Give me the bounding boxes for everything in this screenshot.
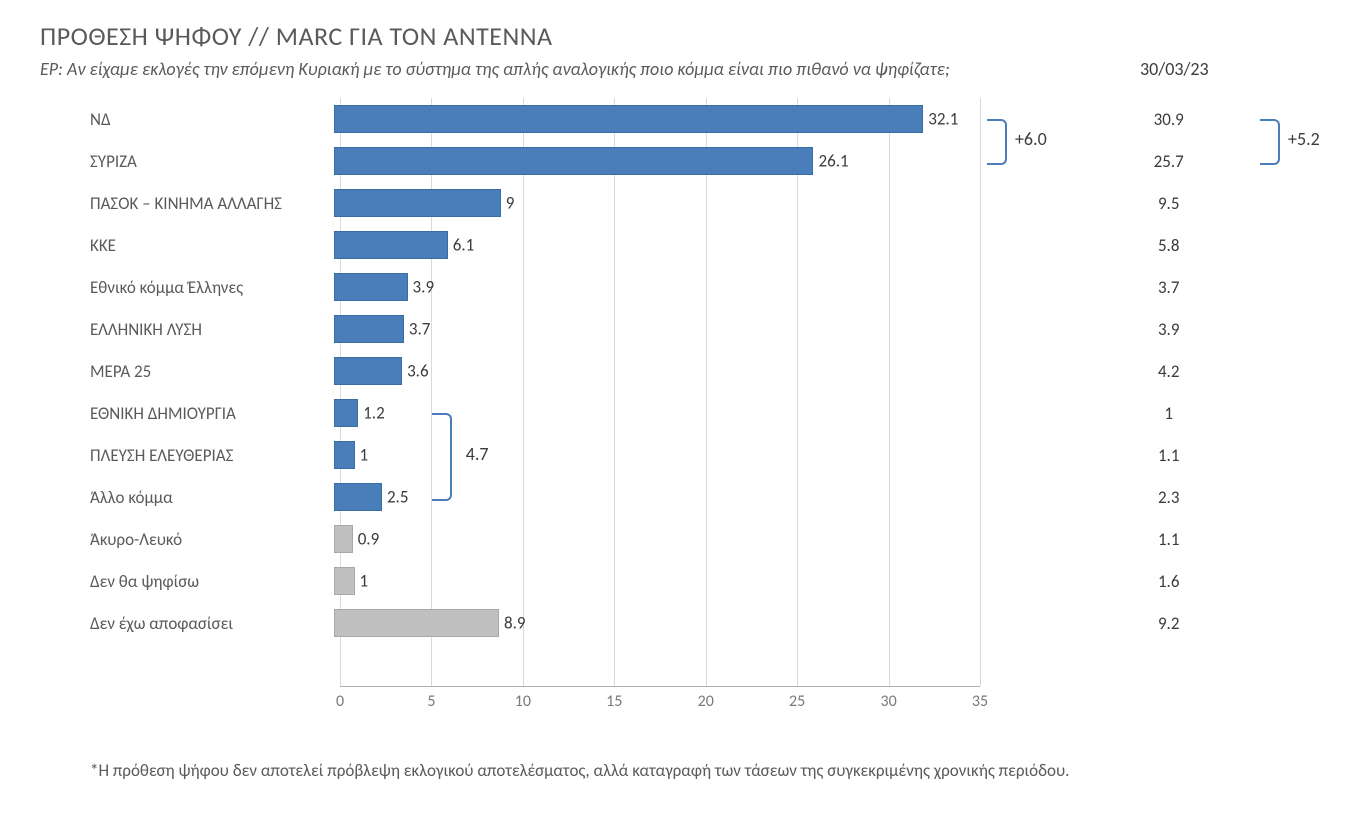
bar-cell: 9 [334,182,959,224]
previous-value: 9.2 [1115,613,1222,634]
bar-value: 1 [360,571,369,592]
question-line: ΕΡ: Αν είχαμε εκλογές την επόμενη Κυριακ… [40,58,1320,80]
x-tick-label: 35 [972,692,988,711]
bar-value: 3.6 [407,361,429,382]
bar: 26.1 [334,147,813,175]
bracket-diff-right [1260,119,1280,165]
bar: 1.2 [334,399,358,427]
bar: 3.9 [334,273,407,301]
party-label: ΠΑΣΟΚ – ΚΙΝΗΜΑ ΑΛΛΑΓΗΣ [90,193,334,214]
x-tick-label: 10 [515,692,531,711]
chart-row: ΠΛΕΥΣΗ ΕΛΕΥΘΕΡΙΑΣ11.1 [90,434,1320,476]
chart-row: ΕΛΛΗΝΙΚΗ ΛΥΣΗ3.73.9 [90,308,1320,350]
bar-value: 3.9 [413,277,435,298]
bracket-small [432,413,452,501]
previous-value: 25.7 [1115,151,1222,172]
chart: 05101520253035 ΝΔ32.130.9ΣΥΡΙΖΑ26.125.7Π… [90,98,1320,728]
bar-cell: 3.6 [334,350,959,392]
bar-cell: 2.5 [334,476,959,518]
previous-value: 30.9 [1115,109,1222,130]
party-label: Δεν θα ψηφίσω [90,571,334,592]
x-tick-label: 30 [880,692,896,711]
x-tick-label: 20 [698,692,714,711]
bar-cell: 3.7 [334,308,959,350]
chart-row: Δεν θα ψηφίσω11.6 [90,560,1320,602]
previous-value: 4.2 [1115,361,1222,382]
bar-cell: 32.1 [334,98,959,140]
bar-cell: 0.9 [334,518,959,560]
previous-value: 3.9 [1115,319,1222,340]
bar: 3.7 [334,315,404,343]
previous-value: 5.8 [1115,235,1222,256]
chart-row: Άκυρο-Λευκό0.91.1 [90,518,1320,560]
party-label: Άκυρο-Λευκό [90,529,334,550]
bar-cell: 8.9 [334,602,959,644]
party-label: Δεν έχω αποφασίσει [90,613,334,634]
bar-value: 9 [506,193,515,214]
bar-value: 32.1 [928,109,958,130]
bar-value: 2.5 [387,487,409,508]
chart-row: ΝΔ32.130.9 [90,98,1320,140]
question-text: ΕΡ: Αν είχαμε εκλογές την επόμενη Κυριακ… [40,58,1120,80]
chart-row: ΚΚΕ6.15.8 [90,224,1320,266]
previous-value: 2.3 [1115,487,1222,508]
bar-cell: 26.1 [334,140,959,182]
bar: 2.5 [334,483,382,511]
bar-value: 1 [360,445,369,466]
party-label: ΣΥΡΙΖΑ [90,151,334,172]
previous-value: 9.5 [1115,193,1222,214]
chart-row: Εθνικό κόμμα Έλληνες3.93.7 [90,266,1320,308]
x-tick-label: 0 [336,692,344,711]
x-tick-label: 15 [606,692,622,711]
bracket-diff-main [987,119,1007,165]
footnote: *Η πρόθεση ψήφου δεν αποτελεί πρόβλεψη ε… [90,760,1320,781]
party-label: ΠΛΕΥΣΗ ΕΛΕΥΘΕΡΙΑΣ [90,445,334,466]
x-tick-label: 5 [427,692,435,711]
bar-value: 26.1 [818,151,848,172]
bar: 1 [334,441,354,469]
bracket-diff-main-label: +6.0 [1015,128,1047,150]
bar: 32.1 [334,105,923,133]
bar-cell: 1 [334,434,959,476]
party-label: Άλλο κόμμα [90,487,334,508]
bracket-diff-right-label: +5.2 [1288,128,1320,150]
party-label: ΝΔ [90,109,334,130]
party-label: ΚΚΕ [90,235,334,256]
bracket-small-label: 4.7 [466,443,489,465]
bar: 8.9 [334,609,499,637]
chart-row: ΣΥΡΙΖΑ26.125.7 [90,140,1320,182]
x-tick-label: 25 [789,692,805,711]
bar-value: 8.9 [504,613,526,634]
bar-value: 0.9 [358,529,380,550]
chart-row: ΠΑΣΟΚ – ΚΙΝΗΜΑ ΑΛΛΑΓΗΣ99.5 [90,182,1320,224]
chart-row: ΜΕΡΑ 253.64.2 [90,350,1320,392]
previous-value: 1 [1115,403,1222,424]
chart-row: Άλλο κόμμα2.52.3 [90,476,1320,518]
party-label: ΕΘΝΙΚΗ ΔΗΜΙΟΥΡΓΙΑ [90,403,334,424]
party-label: ΕΛΛΗΝΙΚΗ ΛΥΣΗ [90,319,334,340]
bar: 3.6 [334,357,402,385]
page-title: ΠΡΟΘΕΣΗ ΨΗΦΟΥ // MARC ΓΙΑ ΤΟΝ ΑΝΤΕΝΝΑ [40,20,1320,52]
bar-value: 1.2 [363,403,385,424]
bar-cell: 6.1 [334,224,959,266]
party-label: ΜΕΡΑ 25 [90,361,334,382]
date-text: 30/03/23 [1140,58,1320,80]
previous-value: 1.6 [1115,571,1222,592]
bar-cell: 1 [334,560,959,602]
bar-value: 3.7 [409,319,431,340]
bar-value: 6.1 [453,235,475,256]
bar-cell: 3.9 [334,266,959,308]
party-label: Εθνικό κόμμα Έλληνες [90,277,334,298]
bar: 9 [334,189,501,217]
chart-row: ΕΘΝΙΚΗ ΔΗΜΙΟΥΡΓΙΑ1.21 [90,392,1320,434]
previous-value: 3.7 [1115,277,1222,298]
bar: 6.1 [334,231,448,259]
chart-row: Δεν έχω αποφασίσει8.99.2 [90,602,1320,644]
bar: 0.9 [334,525,352,553]
x-axis-line [340,686,980,687]
previous-value: 1.1 [1115,445,1222,466]
bar-cell: 1.2 [334,392,959,434]
bar: 1 [334,567,354,595]
previous-value: 1.1 [1115,529,1222,550]
